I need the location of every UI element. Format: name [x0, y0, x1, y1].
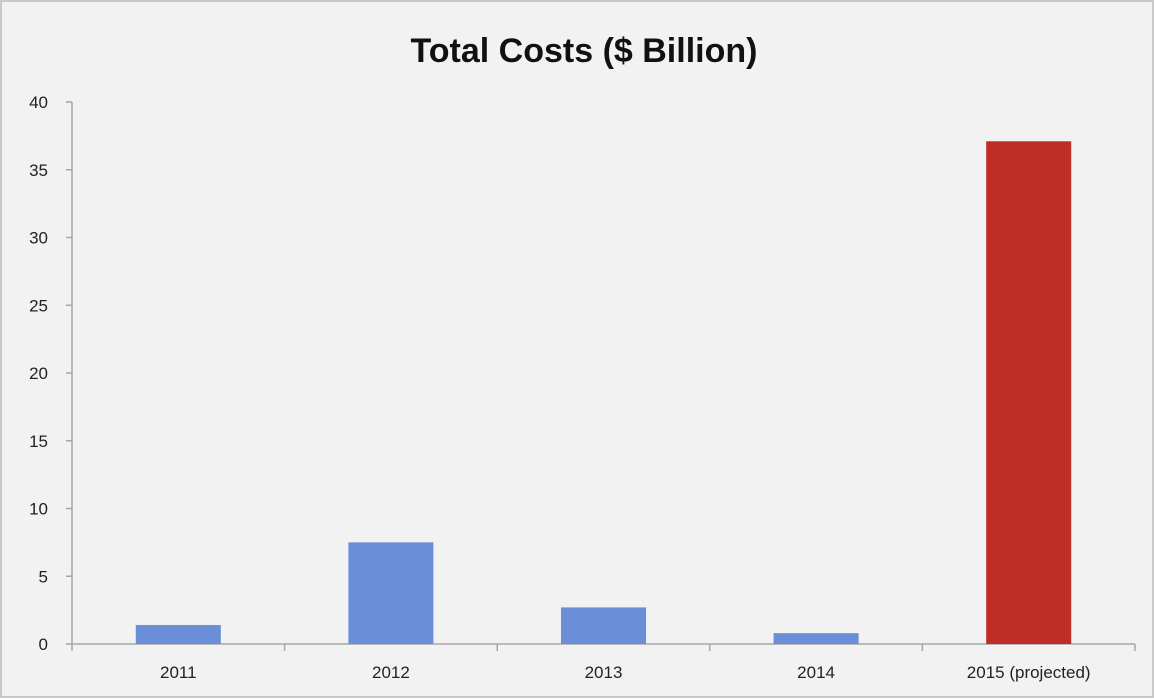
chart-title: Total Costs ($ Billion): [411, 32, 758, 70]
bar-2012: [348, 542, 434, 644]
x-tick-label: 2015 (projected): [967, 663, 1091, 682]
y-tick-label: 15: [29, 432, 48, 451]
x-tick-label: 2012: [372, 663, 410, 682]
x-axis: 2011 2012 2013 2014 2015 (projected): [71, 643, 1136, 682]
y-tick-label: 40: [29, 93, 48, 112]
y-tick-label: 30: [29, 229, 48, 248]
x-tick-label: 2011: [160, 663, 197, 682]
y-tick-label: 25: [29, 296, 48, 315]
y-tick-label: 20: [29, 364, 48, 383]
y-tick-label: 5: [39, 567, 48, 586]
y-tick-label: 10: [29, 500, 48, 519]
y-tick-label: 0: [39, 635, 48, 654]
y-axis: 0 5 10 15 20 25 30 35 40: [29, 93, 73, 654]
y-tick-label: 35: [29, 161, 48, 180]
bars: [135, 141, 1072, 645]
x-tick-label: 2014: [797, 663, 835, 682]
bar-2011: [135, 625, 221, 644]
bar-2015-projected: [986, 141, 1072, 645]
x-tick-label: 2013: [585, 663, 623, 682]
bar-2013: [560, 607, 647, 644]
bar-2014: [773, 633, 859, 644]
